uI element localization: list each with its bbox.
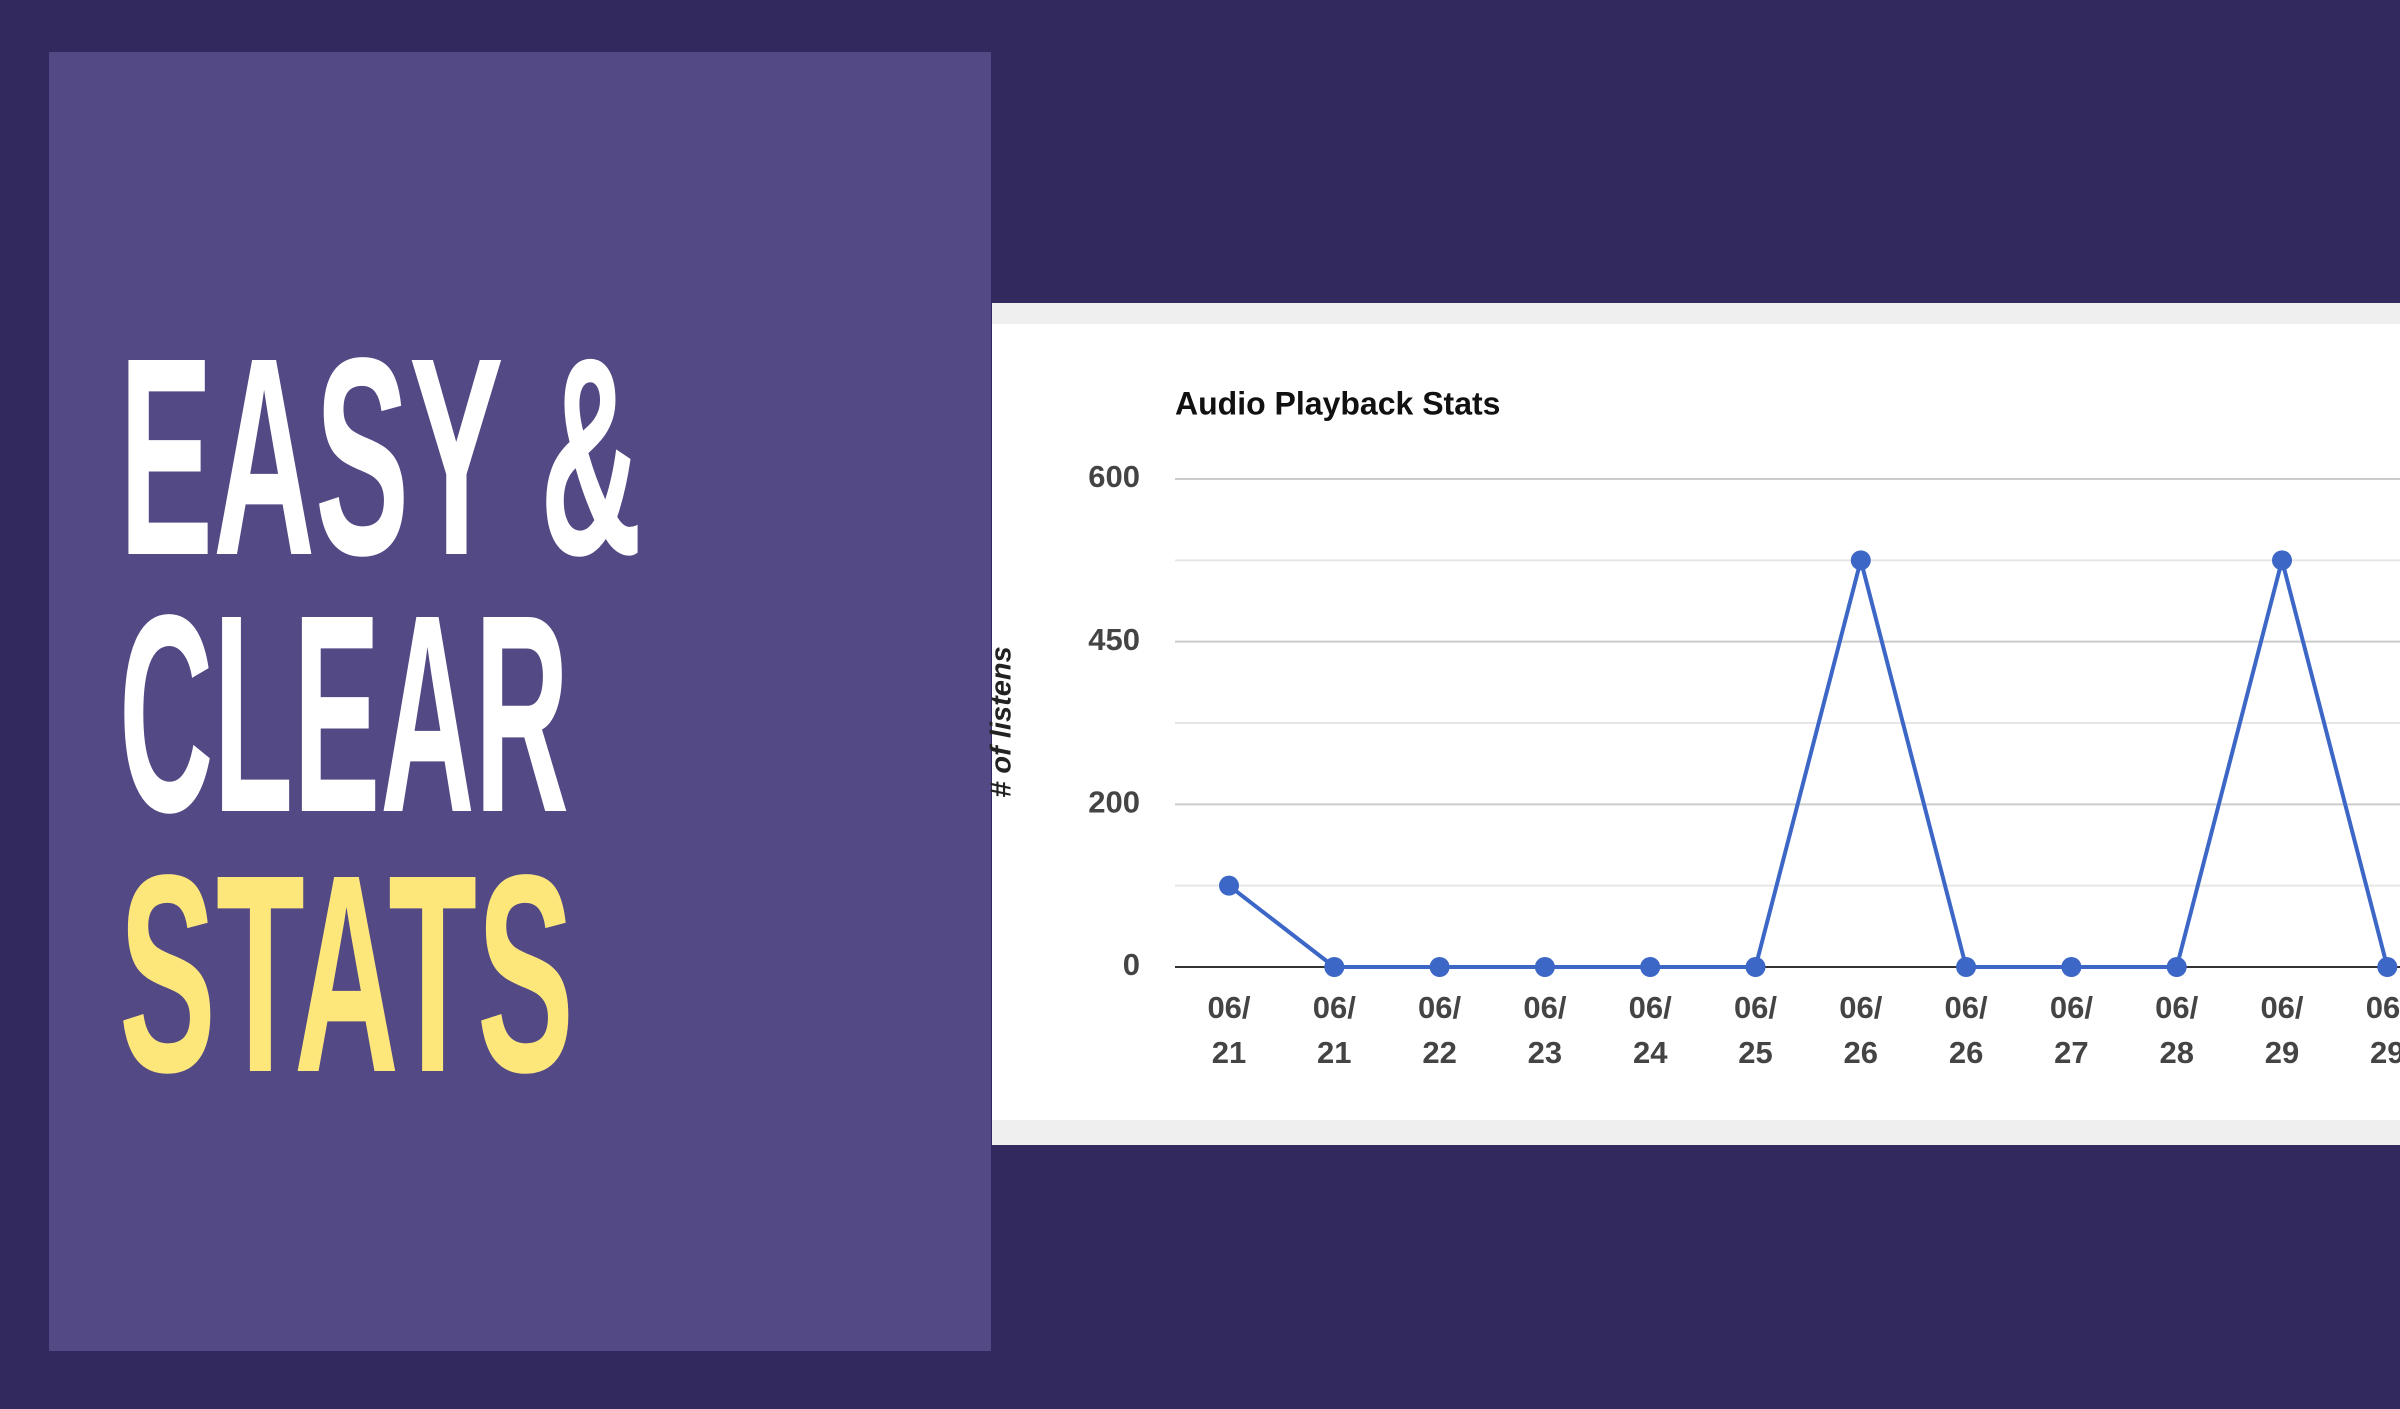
- data-point: [2272, 550, 2292, 571]
- y-tick-label: 450: [1088, 622, 1140, 657]
- y-tick-label: 600: [1088, 459, 1140, 494]
- data-point: [1745, 957, 1766, 977]
- x-tick-label: 06/25: [1734, 990, 1777, 1070]
- chart-title: Audio Playback Stats: [1175, 385, 1500, 421]
- data-point: [1429, 957, 1450, 977]
- x-tick-label: 06/26: [1945, 990, 1988, 1070]
- y-axis-label: # of listens: [986, 646, 1018, 798]
- x-tick-label: 06/21: [1313, 990, 1356, 1070]
- y-tick-label: 0: [1123, 947, 1140, 982]
- data-point: [1956, 957, 1977, 977]
- data-point: [2061, 957, 2082, 977]
- x-tick-label: 06/21: [1207, 990, 1250, 1070]
- x-tick-label: 06/29: [2366, 990, 2400, 1070]
- x-tick-label: 06/22: [1418, 990, 1461, 1070]
- headline-line: EASY &: [119, 299, 642, 614]
- x-tick-label: 06/27: [2050, 990, 2093, 1070]
- data-point: [1850, 550, 1871, 571]
- data-point: [1640, 957, 1661, 977]
- data-point: [2166, 957, 2187, 977]
- x-tick-label: 06/24: [1629, 990, 1672, 1070]
- headline-line: STATS: [119, 816, 574, 1131]
- data-point: [1534, 957, 1555, 977]
- x-tick-label: 06/23: [1523, 990, 1566, 1070]
- line-series: [1227, 558, 2390, 969]
- data-point: [2377, 957, 2398, 977]
- data-point: [1324, 957, 1345, 977]
- y-tick-label: 200: [1088, 785, 1140, 820]
- data-point: [1219, 875, 1239, 896]
- plot: 0 200 450 600 06/21 06/21 06/22 06/23 06/24 06/25…: [1088, 459, 2400, 1070]
- x-tick-label: 06/26: [1839, 990, 1882, 1070]
- x-tick-label: 06/29: [2260, 990, 2303, 1070]
- x-tick-label: 06/28: [2155, 990, 2198, 1070]
- headline-panel: [49, 52, 991, 1351]
- headline-line: CLEAR: [119, 556, 569, 871]
